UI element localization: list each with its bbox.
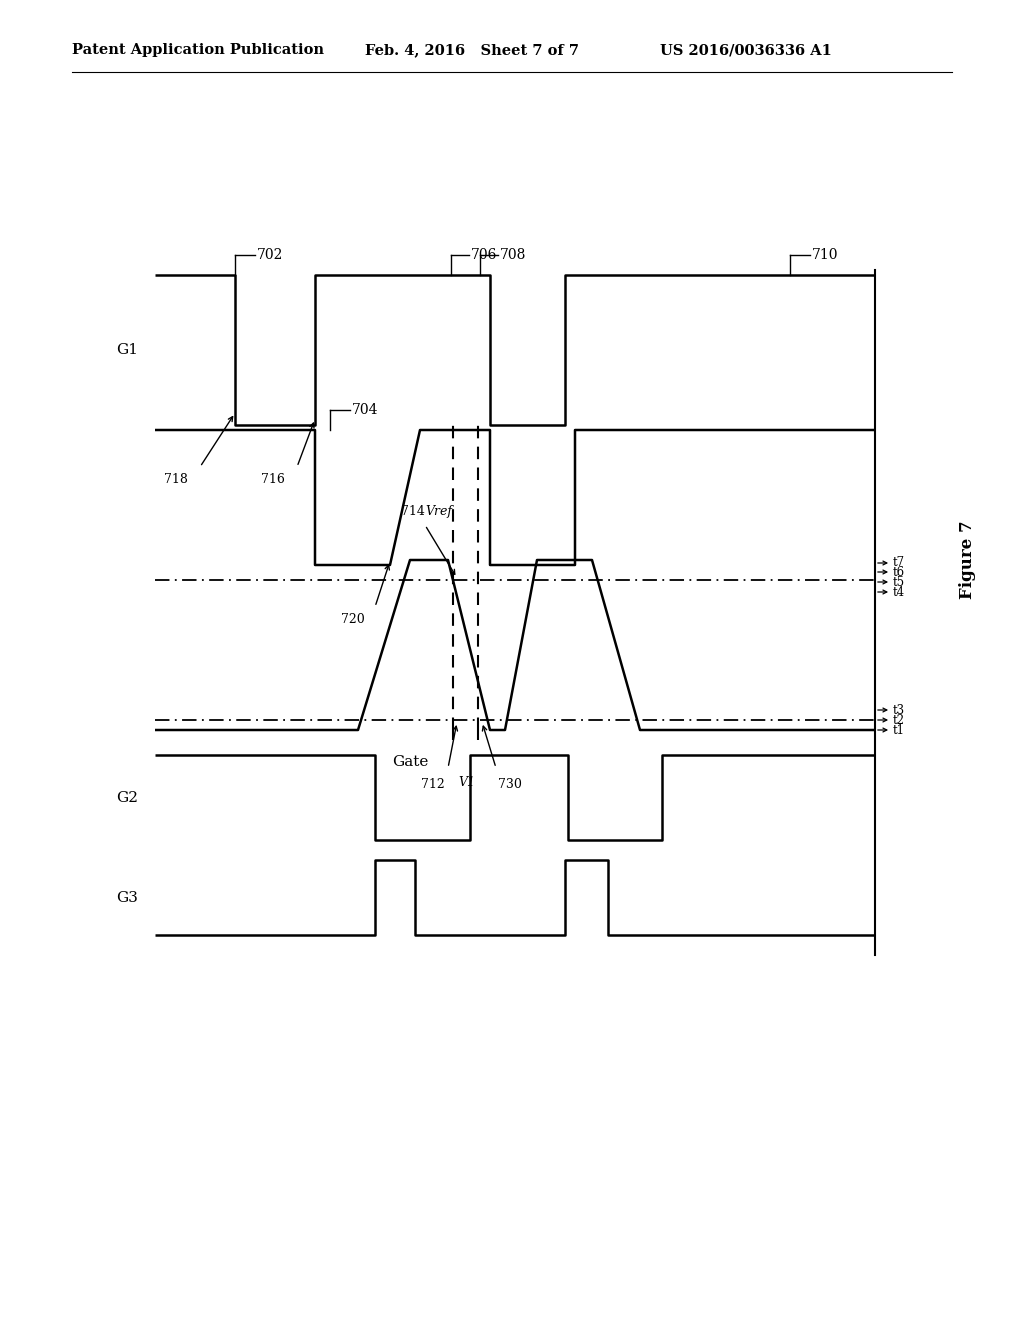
- Text: Vref: Vref: [425, 506, 452, 517]
- Text: t4: t4: [893, 586, 905, 598]
- Text: 704: 704: [352, 403, 379, 417]
- Text: 710: 710: [812, 248, 839, 261]
- Text: 716: 716: [261, 473, 285, 486]
- Text: 720: 720: [341, 612, 365, 626]
- Text: US 2016/0036336 A1: US 2016/0036336 A1: [660, 44, 831, 57]
- Text: Patent Application Publication: Patent Application Publication: [72, 44, 324, 57]
- Text: Gate: Gate: [392, 755, 428, 770]
- Text: 702: 702: [257, 248, 284, 261]
- Text: G1: G1: [116, 343, 138, 356]
- Text: G3: G3: [116, 891, 138, 904]
- Text: 714: 714: [401, 506, 425, 517]
- Text: 718: 718: [164, 473, 188, 486]
- Text: 708: 708: [500, 248, 526, 261]
- Text: 730: 730: [498, 777, 522, 791]
- Text: 706: 706: [471, 248, 498, 261]
- Text: Figure 7: Figure 7: [959, 520, 977, 599]
- Text: Feb. 4, 2016   Sheet 7 of 7: Feb. 4, 2016 Sheet 7 of 7: [365, 44, 579, 57]
- Text: G2: G2: [116, 791, 138, 804]
- Text: t6: t6: [893, 565, 905, 578]
- Text: 712: 712: [421, 777, 444, 791]
- Text: t2: t2: [893, 714, 905, 726]
- Text: t7: t7: [893, 557, 905, 569]
- Text: t1: t1: [893, 723, 905, 737]
- Text: t3: t3: [893, 704, 905, 717]
- Text: t5: t5: [893, 576, 905, 589]
- Text: V1: V1: [458, 776, 475, 789]
